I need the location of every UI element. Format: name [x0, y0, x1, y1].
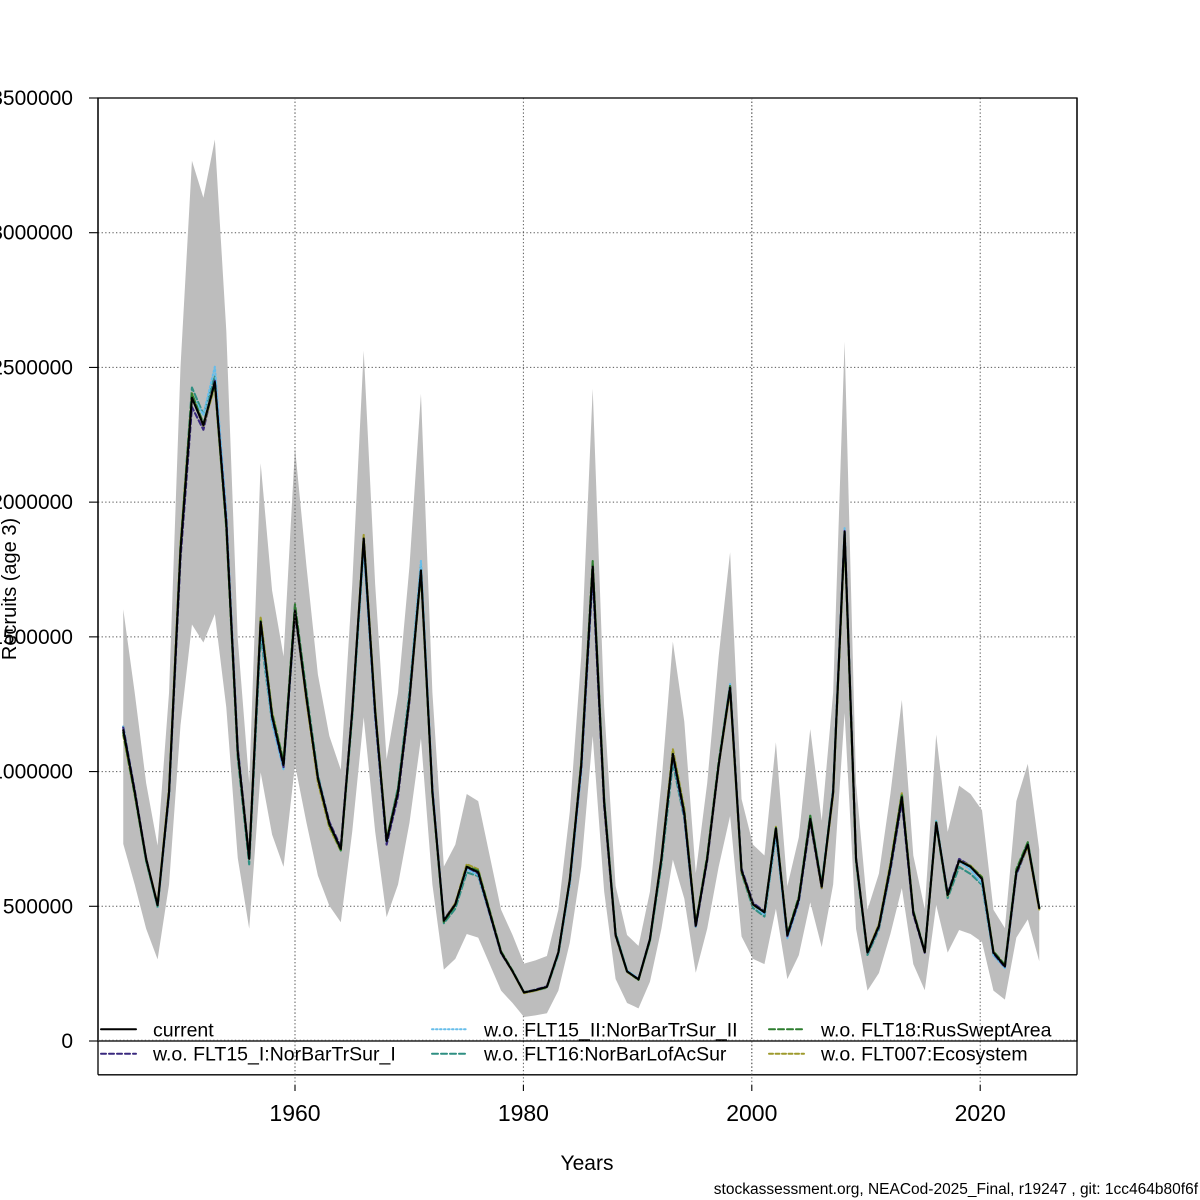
svg-text:w.o. FLT007:Ecosystem: w.o. FLT007:Ecosystem [820, 1044, 1028, 1066]
svg-text:w.o. FLT18:RusSweptArea: w.o. FLT18:RusSweptArea [820, 1019, 1052, 1041]
svg-text:1000000: 1000000 [0, 761, 73, 784]
svg-text:2020: 2020 [955, 1100, 1006, 1126]
svg-text:2000000: 2000000 [0, 491, 73, 514]
svg-text:w.o. FLT15_I:NorBarTrSur_I: w.o. FLT15_I:NorBarTrSur_I [152, 1044, 396, 1066]
svg-text:500000: 500000 [3, 895, 73, 918]
svg-text:Recruits (age 3): Recruits (age 3) [0, 518, 21, 660]
svg-text:3500000: 3500000 [0, 87, 73, 110]
svg-text:2500000: 2500000 [0, 356, 73, 379]
svg-text:1980: 1980 [498, 1100, 549, 1126]
svg-text:1960: 1960 [269, 1100, 320, 1126]
svg-text:current: current [153, 1019, 214, 1041]
svg-text:w.o. FLT16:NorBarLofAcSur: w.o. FLT16:NorBarLofAcSur [483, 1044, 727, 1066]
svg-text:3000000: 3000000 [0, 222, 73, 245]
svg-text:0: 0 [61, 1030, 73, 1053]
svg-text:Years: Years [561, 1152, 614, 1175]
svg-text:2000: 2000 [726, 1100, 777, 1126]
svg-text:w.o. FLT15_II:NorBarTrSur_II: w.o. FLT15_II:NorBarTrSur_II [483, 1019, 738, 1041]
svg-text:stockassessment.org, NEACod-20: stockassessment.org, NEACod-2025_Final, … [714, 1181, 1199, 1198]
